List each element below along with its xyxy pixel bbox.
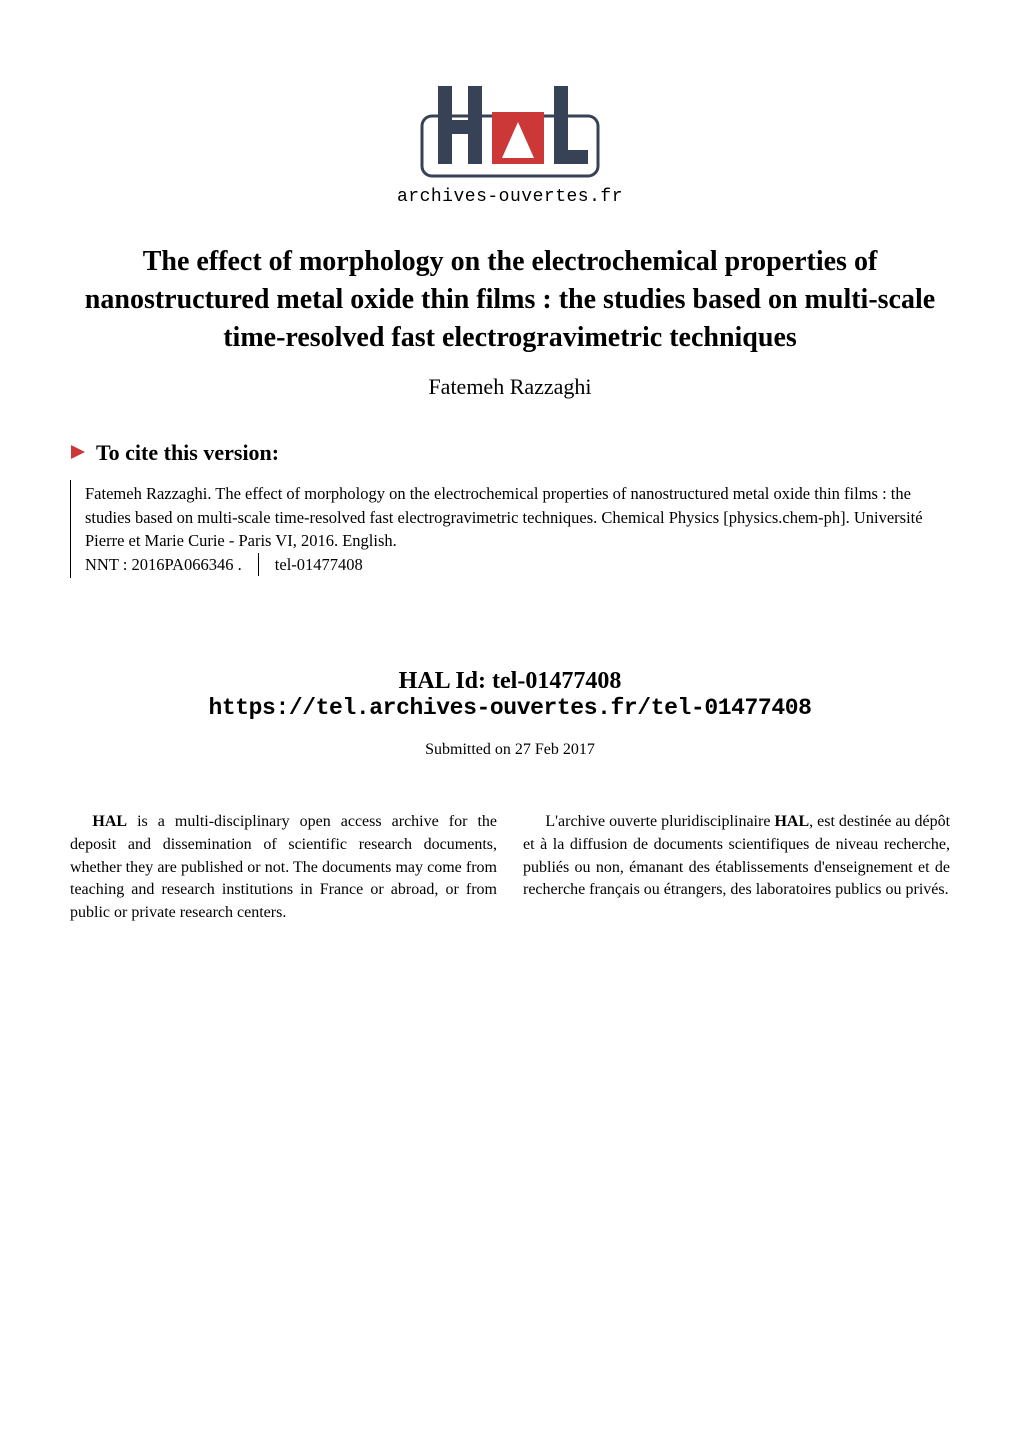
description-right-col: L'archive ouverte pluridisciplinaire HAL… [523,811,950,925]
hal-bold-word-right: HAL [774,813,809,830]
cite-heading: To cite this version: [70,440,950,466]
hal-id-block: HAL Id: tel-01477408 https://tel.archive… [70,668,950,721]
hal-id: HAL Id: tel-01477408 [70,668,950,695]
citation-ids: NNT : 2016PA066346 . tel-01477408 [85,553,950,576]
hal-bold-word: HAL [92,813,127,830]
hal-url[interactable]: https://tel.archives-ouvertes.fr/tel-014… [70,695,950,721]
cite-heading-text: To cite this version: [96,440,279,466]
citation-body: Fatemeh Razzaghi. The effect of morpholo… [85,482,950,552]
description-left-text: HAL is a multi-disciplinary open access … [70,811,497,925]
citation-telid: tel-01477408 [275,553,363,576]
description-columns: HAL is a multi-disciplinary open access … [70,811,950,925]
hal-logo-icon [420,70,600,183]
description-left-col: HAL is a multi-disciplinary open access … [70,811,497,925]
logo-caption: archives-ouvertes.fr [70,187,950,207]
paper-title: The effect of morphology on the electroc… [80,243,940,356]
paper-title-block: The effect of morphology on the electroc… [80,243,940,356]
citation-block: Fatemeh Razzaghi. The effect of morpholo… [70,480,950,578]
hal-logo-block: archives-ouvertes.fr [70,70,950,207]
triangle-icon [70,440,86,466]
submitted-date: Submitted on 27 Feb 2017 [70,741,950,759]
citation-nnt: NNT : 2016PA066346 . [85,553,259,576]
paper-author: Fatemeh Razzaghi [70,374,950,400]
description-right-text: L'archive ouverte pluridisciplinaire HAL… [523,811,950,902]
